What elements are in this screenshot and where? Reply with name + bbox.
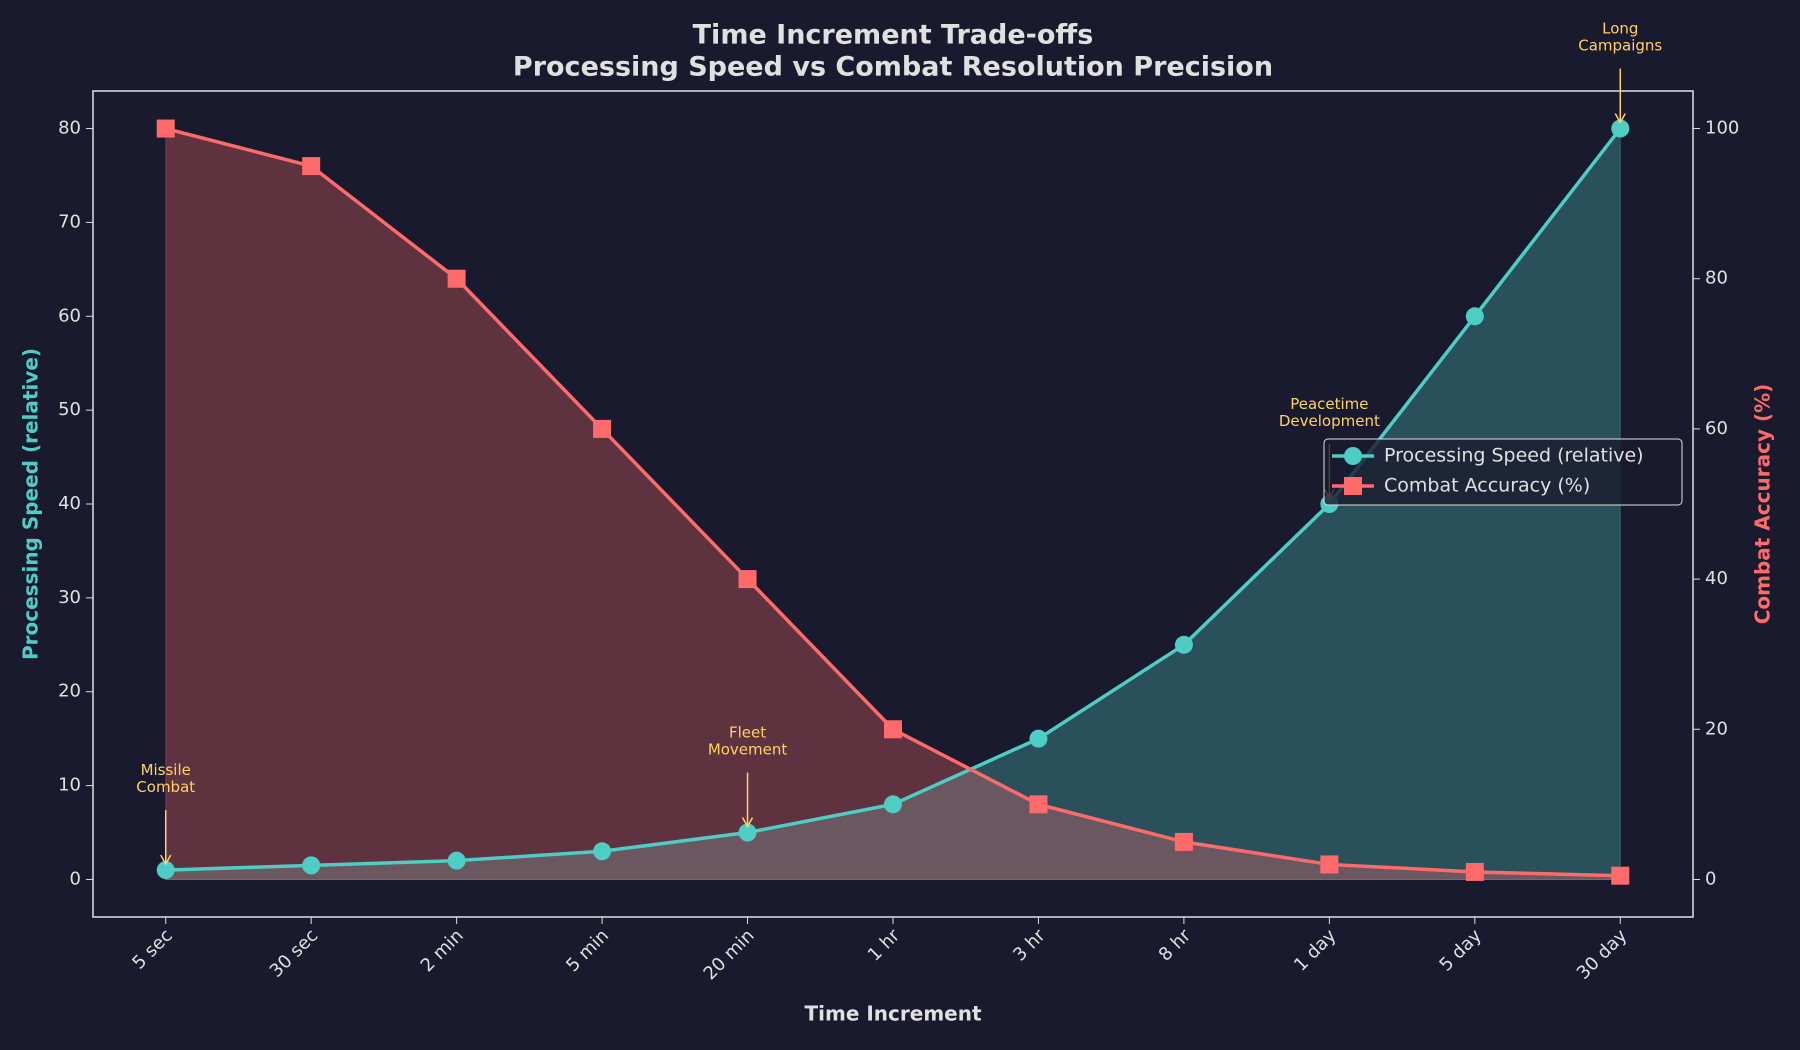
point	[1611, 119, 1630, 138]
point	[738, 823, 757, 842]
point	[1465, 307, 1484, 326]
y2-tick-label: 80	[1705, 268, 1728, 289]
y-tick-label: 10	[58, 775, 81, 796]
point	[884, 795, 902, 814]
chart-subtitle: Processing Speed vs Combat Resolution Pr…	[513, 52, 1273, 83]
y-axis-title: Processing Speed (relative)	[19, 348, 43, 660]
annotation: Peacetime Development	[1279, 395, 1380, 430]
y-tick-label: 0	[70, 868, 81, 889]
point	[1320, 855, 1339, 874]
y-tick-label: 20	[58, 681, 81, 702]
y2-tick-label: 20	[1705, 718, 1728, 739]
y2-tick-label: 40	[1705, 568, 1728, 589]
legend-marker	[1344, 477, 1362, 495]
legend-label: Combat Accuracy (%)	[1384, 475, 1590, 497]
y2-axis-title: Combat Accuracy (%)	[1751, 384, 1775, 625]
chart-title: Time Increment Trade-offs	[693, 20, 1094, 51]
annotation-arrowhead	[160, 854, 172, 866]
y-tick-label: 80	[58, 118, 81, 139]
legend-label: Processing Speed (relative)	[1384, 445, 1644, 467]
point	[738, 570, 757, 589]
point	[302, 157, 321, 176]
legend-marker	[1344, 447, 1362, 465]
point	[1174, 635, 1193, 654]
point	[1465, 862, 1484, 881]
point	[302, 856, 321, 875]
point	[1611, 866, 1630, 885]
plot-frame	[92, 90, 1694, 918]
y-tick-label: 40	[58, 493, 81, 514]
y2-tick-label: 0	[1705, 868, 1716, 889]
legend: Processing Speed (relative) Combat Accura…	[1323, 438, 1683, 506]
annotation: Fleet Movement	[708, 723, 788, 758]
point	[1029, 729, 1048, 748]
annotation: Missile Combat	[136, 761, 195, 796]
annotation: Long Campaigns	[1578, 19, 1662, 54]
point	[1029, 795, 1048, 814]
legend-box	[1323, 438, 1683, 506]
y2-tick-label: 60	[1705, 418, 1728, 439]
annotation-arrowhead	[741, 817, 754, 829]
point	[447, 851, 466, 870]
x-axis-title: Time Increment	[804, 1002, 981, 1026]
point	[447, 269, 466, 288]
point	[156, 861, 175, 880]
y-tick-label: 70	[58, 211, 81, 232]
point	[593, 842, 612, 861]
y-tick-label: 50	[58, 399, 81, 420]
annotation-arrowhead	[1614, 113, 1626, 125]
point	[1174, 832, 1193, 851]
y2-tick-label: 100	[1705, 118, 1739, 139]
y-tick-label: 30	[58, 587, 81, 608]
point	[593, 419, 612, 438]
point	[156, 119, 175, 138]
y-tick-label: 60	[58, 305, 81, 326]
point	[884, 720, 902, 739]
